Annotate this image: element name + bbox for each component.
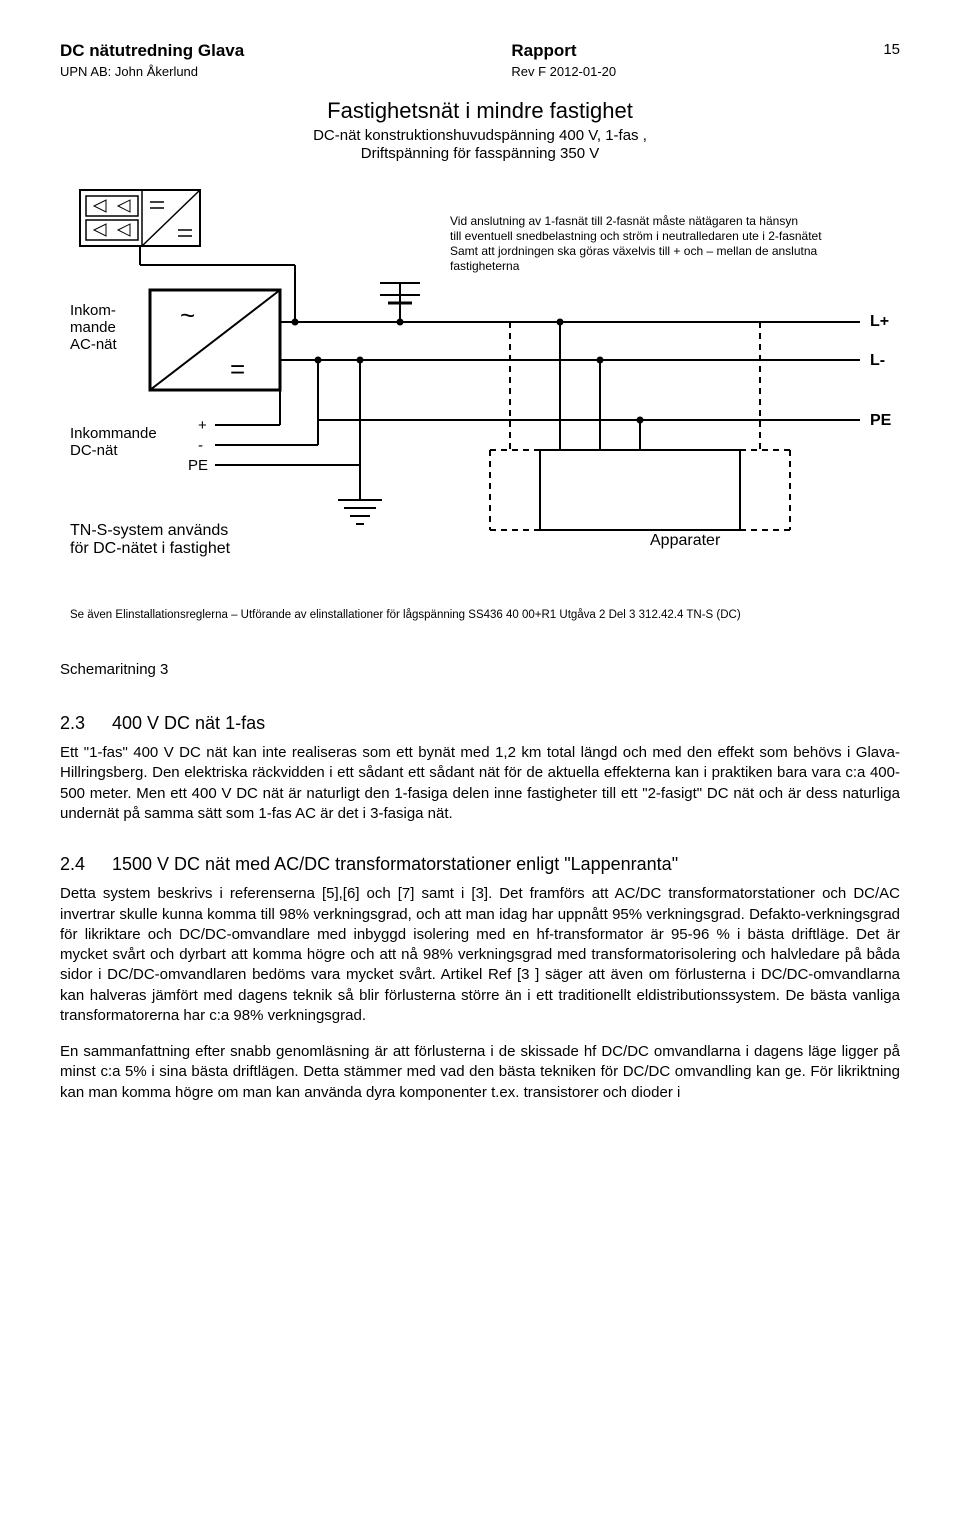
node-dot [397, 319, 404, 326]
section-2-3-heading: 2.3 400 V DC nät 1-fas [60, 711, 900, 735]
page-number: 15 [883, 40, 900, 60]
section-title: 1500 V DC nät med AC/DC transformatorsta… [112, 852, 678, 876]
diagram-note-1: till eventuell snedbelastning och ström … [450, 229, 822, 243]
figure-caption: Schemaritning 3 [60, 660, 900, 680]
plus-label: + [198, 417, 207, 434]
equals-symbol: = [230, 354, 245, 384]
schematic-diagram: Fastighetsnät i mindre fastighet DC-nät … [60, 90, 900, 630]
pe-label: PE [870, 412, 892, 429]
section-2-4-body2: En sammanfattning efter snabb genomläsni… [60, 1042, 900, 1103]
incoming-ac-label: Inkom- mande AC-nät [70, 302, 120, 353]
diagram-title: Fastighetsnät i mindre fastighet [327, 98, 633, 123]
section-num: 2.3 [60, 711, 94, 735]
tilde-symbol: ~ [180, 300, 195, 330]
node-dot [292, 319, 299, 326]
diagram-subtitle1: DC-nät konstruktionshuvudspänning 400 V,… [313, 127, 647, 144]
section-num: 2.4 [60, 852, 94, 876]
doc-title: DC nätutredning Glava [60, 40, 244, 63]
diagram-footnote: Se även Elinstallationsreglerna – Utföra… [70, 609, 741, 621]
diagram-note-3: fastigheterna [450, 259, 520, 273]
section-2-3-body: Ett "1-fas" 400 V DC nät kan inte realis… [60, 743, 900, 824]
diagram-subtitle2: Driftspänning för fasspänning 350 V [361, 145, 599, 162]
header-right: 15 [883, 40, 900, 60]
section-2-4-heading: 2.4 1500 V DC nät med AC/DC transformato… [60, 852, 900, 876]
lplus-label: L+ [870, 313, 889, 330]
section-title: 400 V DC nät 1-fas [112, 711, 265, 735]
apparater-label: Apparater [650, 532, 721, 549]
doc-rev: Rev F 2012-01-20 [511, 63, 616, 81]
lminus-label: L- [870, 352, 885, 369]
minus-label: - [198, 437, 203, 454]
pe1-label: PE [188, 457, 208, 474]
diagram-note-0: Vid anslutning av 1-fasnät till 2-fasnät… [450, 214, 798, 228]
section-2-4-body1: Detta system beskrivs i referenserna [5]… [60, 884, 900, 1026]
diagram-note-2: Samt att jordningen ska göras växelvis t… [450, 244, 818, 258]
schematic-svg: Fastighetsnät i mindre fastighet DC-nät … [60, 90, 900, 630]
doc-author: UPN AB: John Åkerlund [60, 63, 244, 81]
header-left: DC nätutredning Glava UPN AB: John Åkerl… [60, 40, 244, 80]
tns-label: TN-S-system används för DC-nätet i fasti… [70, 522, 233, 557]
header-center: Rapport Rev F 2012-01-20 [511, 40, 616, 80]
doc-type: Rapport [511, 40, 616, 63]
page-header: DC nätutredning Glava UPN AB: John Åkerl… [60, 40, 900, 80]
